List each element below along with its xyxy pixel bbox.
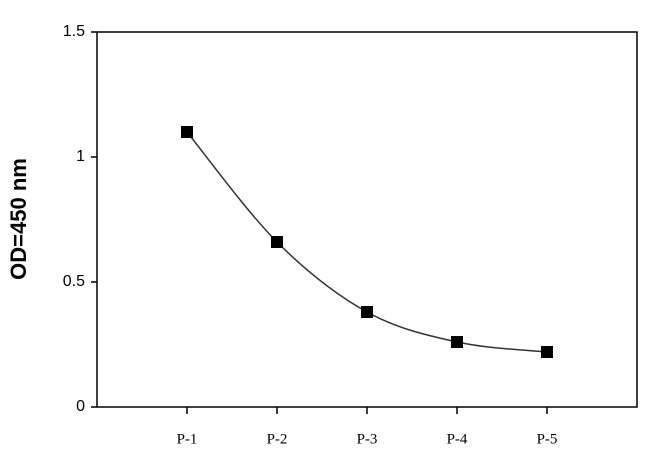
plot-frame: [96, 31, 638, 408]
y-tick-label: 0: [76, 398, 85, 415]
series-line: [186, 131, 548, 353]
y-tick-label: 1.5: [63, 23, 85, 40]
marker: [181, 126, 193, 138]
x-tick-label: P-4: [447, 431, 468, 447]
marker: [541, 346, 553, 358]
y-tick-label: 1: [76, 148, 85, 165]
x-tick-label: P-2: [267, 431, 288, 447]
x-tick-label: P-1: [177, 431, 198, 447]
marker: [451, 336, 463, 348]
y-tick-label: 0.5: [63, 273, 85, 290]
marker: [271, 236, 283, 248]
y-axis-label: OD=450 nm: [6, 158, 31, 280]
x-tick-label: P-5: [537, 431, 558, 447]
x-tick-label: P-3: [357, 431, 378, 447]
marker: [361, 306, 373, 318]
